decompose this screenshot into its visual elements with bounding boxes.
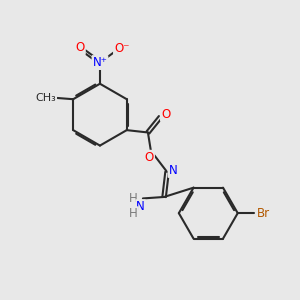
Text: N: N	[136, 200, 145, 213]
Text: N⁺: N⁺	[92, 56, 107, 69]
Text: N: N	[169, 164, 177, 177]
Text: O: O	[76, 41, 85, 54]
Text: O: O	[161, 108, 170, 121]
Text: O: O	[145, 151, 154, 164]
Text: Br: Br	[257, 207, 270, 220]
Text: H: H	[129, 192, 138, 205]
Text: H: H	[129, 207, 138, 220]
Text: CH₃: CH₃	[35, 93, 56, 103]
Text: O⁻: O⁻	[114, 42, 130, 55]
